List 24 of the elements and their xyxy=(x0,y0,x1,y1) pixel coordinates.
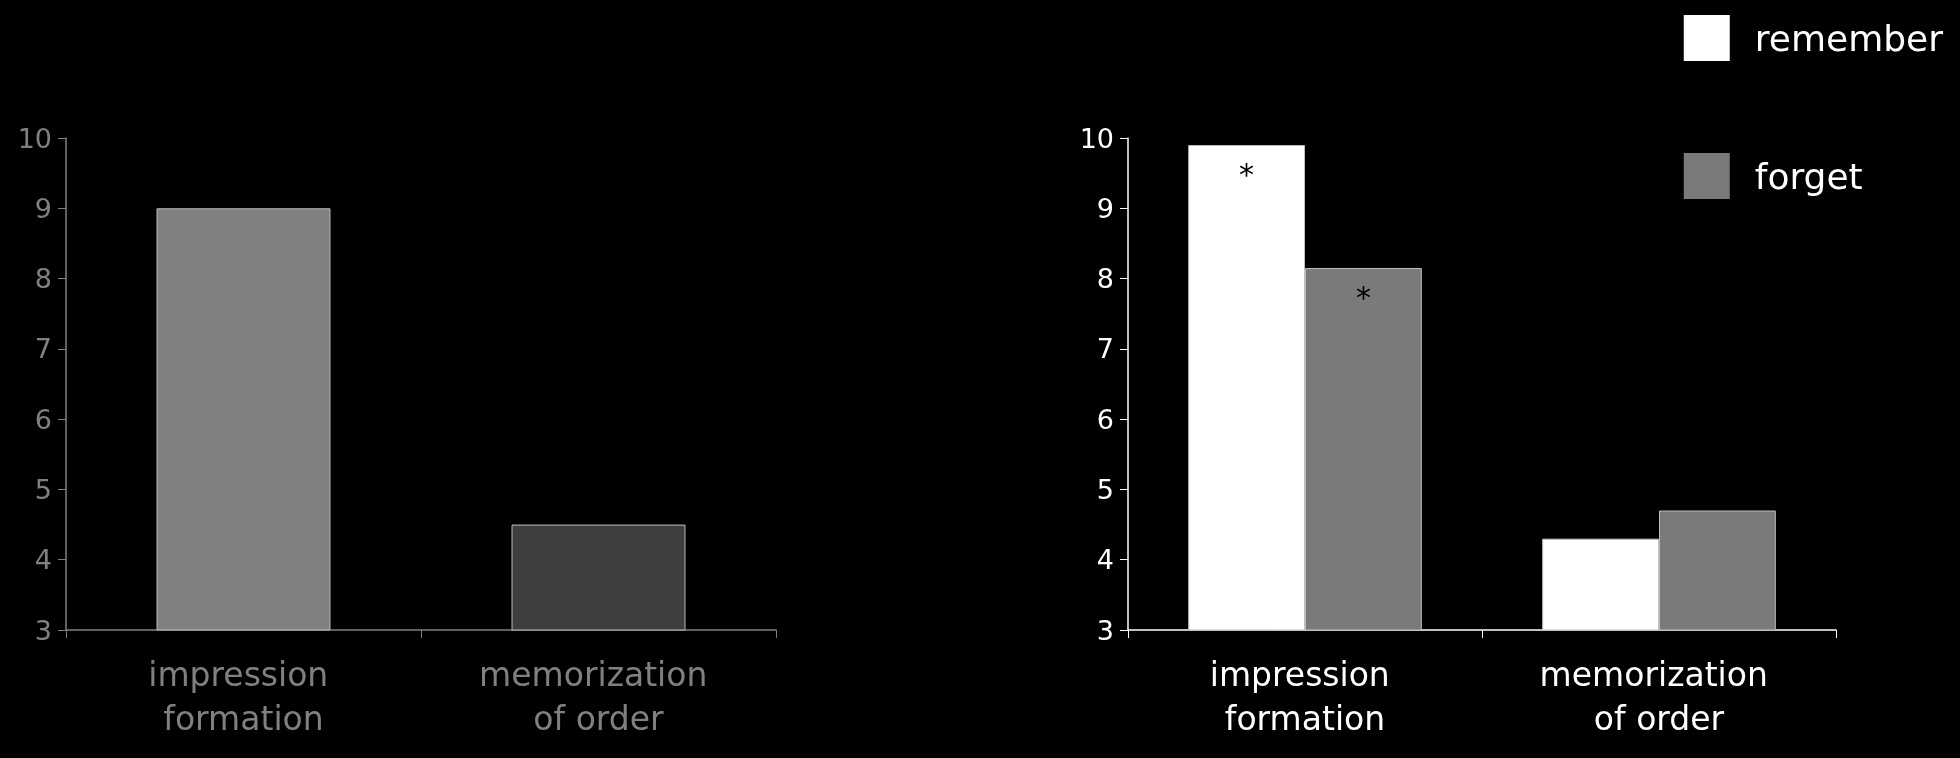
y-tick-label: 8 xyxy=(1096,263,1114,295)
x-tick-label: memorization of order xyxy=(1539,654,1779,738)
y-tick-label: 4 xyxy=(34,544,52,576)
y-tick-label: 3 xyxy=(1096,614,1114,646)
data-label: * xyxy=(1355,279,1371,315)
y-tick-label: 9 xyxy=(34,192,52,224)
y-tick-label: 5 xyxy=(34,473,52,505)
y-tick-label: 3 xyxy=(34,614,52,646)
y-tick-label: 10 xyxy=(17,122,52,154)
x-tick-label: impression formation xyxy=(1209,654,1401,738)
y-tick-label: 7 xyxy=(34,333,52,365)
y-tick-label: 4 xyxy=(1096,544,1114,576)
legend-label: remember xyxy=(1754,17,1944,59)
legend-label: forget xyxy=(1754,155,1863,197)
y-tick-label: 8 xyxy=(34,263,52,295)
x-tick-label: impression formation xyxy=(148,654,339,738)
y-tick-label: 6 xyxy=(1096,403,1114,435)
y-tick-label: 6 xyxy=(34,403,52,435)
y-tick-label: 7 xyxy=(1096,333,1114,365)
x-tick-label: memorization of order xyxy=(479,654,718,738)
y-tick-label: 10 xyxy=(1079,122,1114,154)
y-tick-label: 9 xyxy=(1096,192,1114,224)
data-label: * xyxy=(1239,156,1255,192)
y-tick-label: 5 xyxy=(1096,473,1114,505)
